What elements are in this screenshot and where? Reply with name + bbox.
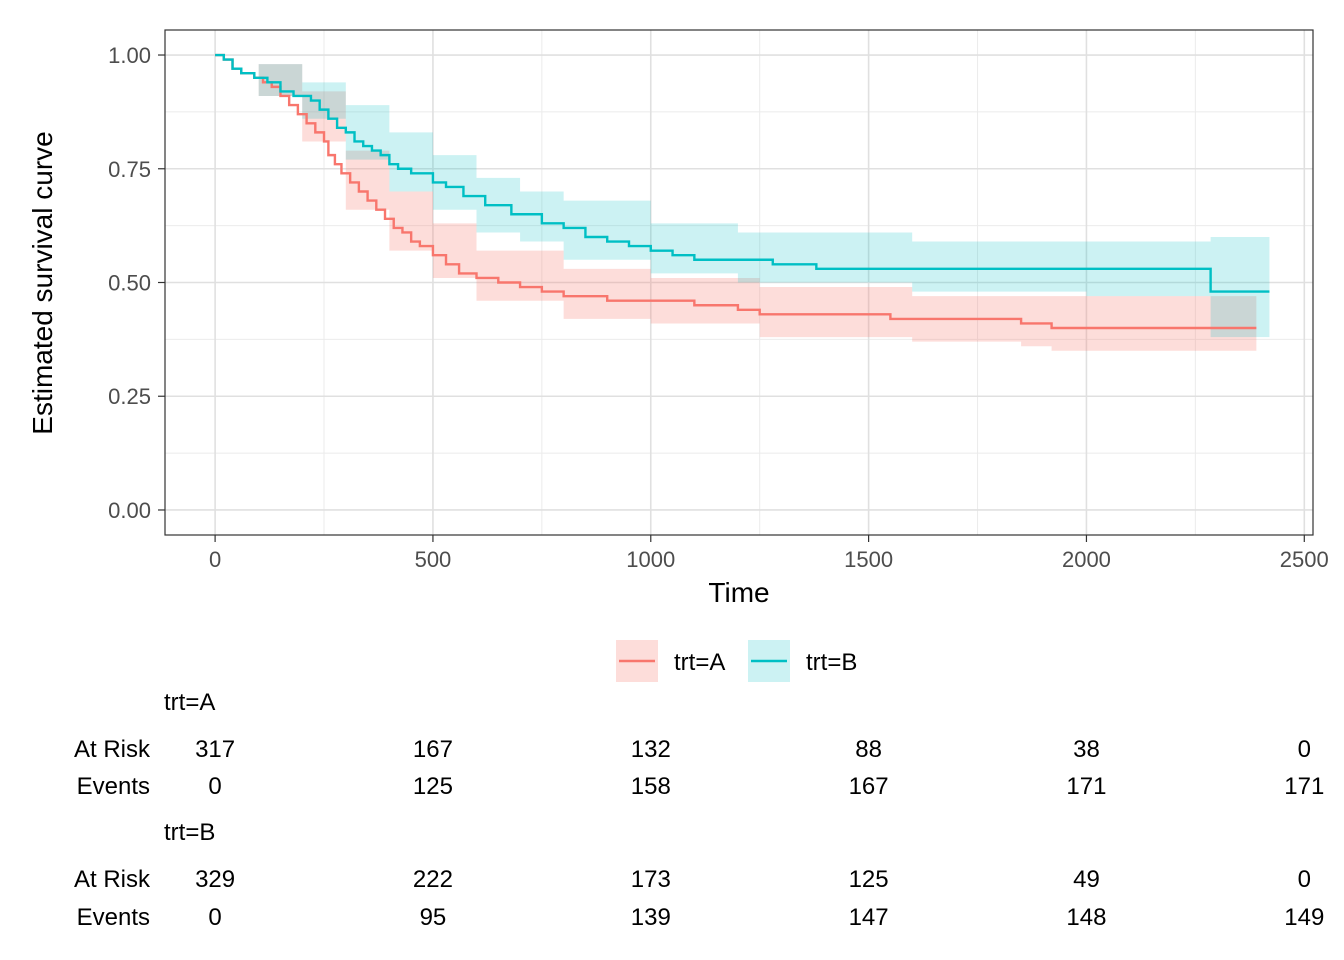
y-tick-label: 0.25 xyxy=(108,384,151,409)
risk-table-group-a-title: trt=A xyxy=(164,689,215,716)
survival-line-trt-b xyxy=(215,53,1270,293)
at-risk-cell: 329 xyxy=(195,866,235,893)
events-cell: 95 xyxy=(420,904,447,931)
legend-label-a: trt=A xyxy=(674,649,725,676)
risk-table-row-label-at-risk-a: At Risk xyxy=(74,736,151,763)
at-risk-cell: 222 xyxy=(413,866,453,893)
events-cell: 149 xyxy=(1284,904,1324,931)
risk-table: trt=A At Risk Events 317 0 167 125 132 158 88 1… xyxy=(74,689,1324,931)
events-cell: 0 xyxy=(208,773,221,800)
survival-line-trt-a xyxy=(215,53,1257,330)
events-cell: 171 xyxy=(1066,773,1106,800)
grid-lines xyxy=(165,30,1313,535)
events-cell: 147 xyxy=(849,904,889,931)
y-tick-label: 0.00 xyxy=(108,498,151,523)
y-tick-label: 1.00 xyxy=(108,43,151,68)
survival-lines xyxy=(215,53,1270,330)
events-cell: 148 xyxy=(1066,904,1106,931)
x-tick-label: 1500 xyxy=(844,547,893,572)
risk-table-group-b-cells: 329 0 222 95 173 139 125 147 49 148 0 149 xyxy=(195,866,1324,931)
x-tick-label: 0 xyxy=(209,547,221,572)
y-tick-label: 0.50 xyxy=(108,271,151,296)
events-cell: 0 xyxy=(208,904,221,931)
at-risk-cell: 88 xyxy=(855,736,882,763)
risk-table-group-b-title: trt=B xyxy=(164,819,215,846)
at-risk-cell: 125 xyxy=(849,866,889,893)
at-risk-cell: 0 xyxy=(1298,866,1311,893)
events-cell: 139 xyxy=(631,904,671,931)
x-tick-label: 2500 xyxy=(1280,547,1329,572)
legend-label-b: trt=B xyxy=(806,649,857,676)
at-risk-cell: 167 xyxy=(413,736,453,763)
at-risk-cell: 49 xyxy=(1073,866,1100,893)
events-cell: 167 xyxy=(849,773,889,800)
at-risk-cell: 132 xyxy=(631,736,671,763)
risk-table-row-label-at-risk-b: At Risk xyxy=(74,866,151,893)
y-axis-title: Estimated survival curve xyxy=(27,131,58,434)
x-tick-label: 1000 xyxy=(626,547,675,572)
legend: trt=A trt=B xyxy=(616,640,857,682)
at-risk-cell: 0 xyxy=(1298,736,1311,763)
y-tick-label: 0.75 xyxy=(108,157,151,182)
confidence-band-trt-b xyxy=(215,55,1270,338)
risk-table-group-a-cells: 317 0 167 125 132 158 88 167 38 171 0 171 xyxy=(195,736,1324,800)
risk-table-row-label-events-a: Events xyxy=(77,773,150,800)
at-risk-cell: 173 xyxy=(631,866,671,893)
confidence-bands xyxy=(215,55,1270,351)
at-risk-cell: 317 xyxy=(195,736,235,763)
at-risk-cell: 38 xyxy=(1073,736,1100,763)
x-axis-title: Time xyxy=(708,577,769,608)
x-axis-ticks: 0 500 1000 1500 2000 2500 xyxy=(209,535,1329,572)
events-cell: 171 xyxy=(1284,773,1324,800)
risk-table-row-label-events-b: Events xyxy=(77,904,150,931)
x-tick-label: 500 xyxy=(415,547,452,572)
events-cell: 125 xyxy=(413,773,453,800)
y-axis-ticks: 0.00 0.25 0.50 0.75 1.00 xyxy=(108,43,165,523)
events-cell: 158 xyxy=(631,773,671,800)
x-tick-label: 2000 xyxy=(1062,547,1111,572)
